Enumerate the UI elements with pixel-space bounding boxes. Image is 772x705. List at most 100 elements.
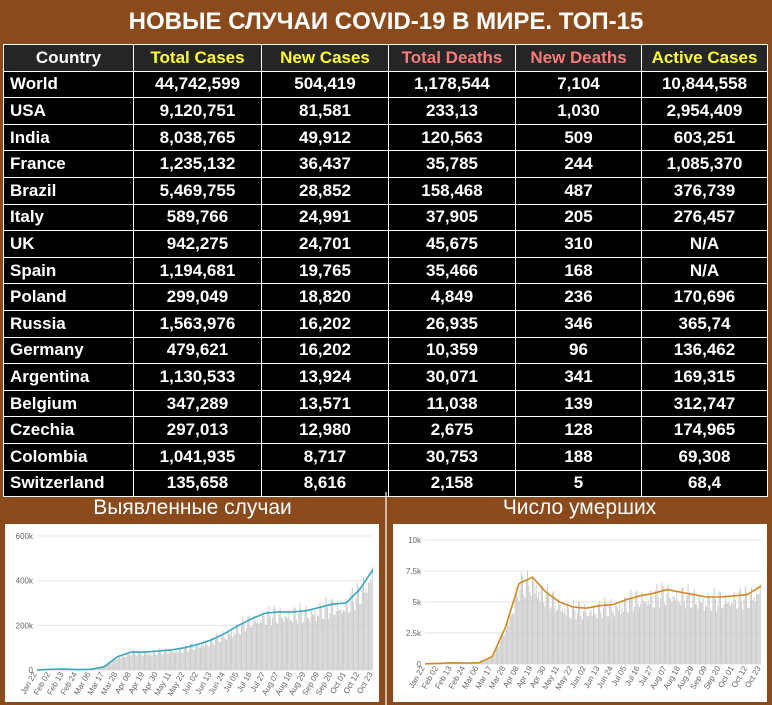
daily-bar [116, 659, 118, 670]
daily-bar [114, 659, 116, 670]
cell-new-cases: 13,924 [261, 363, 389, 391]
cell-active-cases: 68,4 [641, 469, 768, 498]
daily-bar [686, 595, 688, 664]
daily-bar [349, 611, 351, 670]
daily-bar [335, 611, 337, 670]
daily-bar [320, 605, 322, 670]
daily-bar [354, 610, 356, 670]
table-row: Poland 299,049 18,820 4,849 236 170,696 [3, 283, 768, 311]
daily-bar [369, 582, 371, 670]
daily-bar [485, 660, 487, 664]
daily-bar [244, 631, 246, 670]
daily-bar [163, 649, 165, 670]
daily-bar [134, 651, 136, 670]
cell-new-deaths: 168 [515, 256, 642, 285]
daily-bar [556, 609, 558, 664]
daily-bar [117, 657, 119, 670]
daily-bar [181, 652, 183, 670]
daily-bar [479, 662, 481, 664]
daily-bar [620, 614, 622, 664]
daily-bar [193, 650, 195, 670]
daily-bar [570, 618, 572, 664]
daily-bar [274, 608, 276, 670]
daily-bar [726, 603, 728, 664]
cell-active-cases: 169,315 [641, 363, 768, 391]
daily-bar [140, 653, 142, 670]
daily-bar [596, 618, 598, 664]
daily-bar [324, 604, 326, 670]
cell-total-cases: 8,038,765 [133, 123, 262, 152]
table-row: Switzerland 135,658 8,616 2,158 5 68,4 [3, 469, 768, 498]
daily-bar [223, 637, 225, 670]
cell-country: USA [3, 97, 134, 125]
daily-bar [697, 608, 699, 664]
daily-bar [739, 587, 741, 664]
cell-new-deaths: 236 [515, 283, 642, 311]
cell-new-cases: 24,701 [261, 230, 389, 258]
daily-bar [129, 654, 131, 670]
daily-bar [518, 601, 520, 664]
daily-bar [135, 655, 137, 670]
daily-bar [571, 606, 573, 664]
table-row: World 44,742,599 504,419 1,178,544 7,104 10,8… [3, 70, 768, 99]
daily-bar [483, 660, 485, 664]
cell-total-deaths: 11,038 [388, 389, 516, 418]
daily-bar [600, 612, 602, 664]
daily-bar [158, 648, 160, 670]
daily-bar [484, 660, 486, 664]
daily-bar [611, 610, 613, 664]
cell-total-deaths: 4,849 [388, 283, 516, 311]
daily-bar [295, 619, 297, 670]
daily-bar [167, 653, 169, 670]
daily-bar [692, 592, 694, 664]
daily-bar [721, 608, 723, 664]
daily-bar [681, 588, 683, 664]
daily-bar [685, 608, 687, 664]
daily-bar [370, 580, 372, 670]
daily-bar [344, 610, 346, 670]
daily-bar [288, 611, 290, 670]
daily-bar [585, 612, 587, 664]
cell-total-cases: 479,621 [133, 336, 262, 365]
cell-active-cases: 312,747 [641, 389, 768, 418]
daily-bar [597, 603, 599, 664]
daily-bar [365, 588, 367, 670]
daily-bar [168, 652, 170, 670]
daily-bar [360, 603, 362, 670]
cell-country: Germany [3, 336, 134, 365]
daily-bar [748, 607, 750, 664]
cell-total-cases: 1,563,976 [133, 309, 262, 338]
daily-bar [574, 610, 576, 664]
daily-bar [191, 643, 193, 670]
cell-country: Colombia [3, 442, 134, 471]
daily-bar [533, 581, 535, 664]
daily-bar [530, 596, 532, 664]
table-row: Argentina 1,130,533 13,924 30,071 341 169,315 [3, 363, 768, 391]
covid-table: Country Total Cases New Cases Total Deat… [3, 44, 768, 498]
daily-bar [675, 600, 677, 664]
daily-bar [106, 664, 108, 670]
daily-bar [593, 606, 594, 664]
daily-bar [325, 596, 327, 670]
cell-active-cases: 603,251 [641, 123, 768, 152]
cell-active-cases: 376,739 [641, 176, 768, 205]
cell-total-cases: 589,766 [133, 203, 262, 232]
daily-bar [487, 659, 489, 664]
daily-bar [630, 589, 632, 664]
daily-bar [757, 595, 759, 664]
cell-new-cases: 18,820 [261, 283, 389, 311]
daily-bar [749, 594, 751, 664]
daily-bar [743, 599, 745, 664]
daily-bar [121, 655, 123, 670]
daily-bar [625, 598, 627, 664]
daily-bar [615, 604, 617, 664]
daily-bar [729, 605, 731, 664]
daily-bar [120, 658, 122, 670]
daily-bar [756, 593, 757, 664]
daily-bar [607, 616, 609, 664]
daily-bar [279, 607, 281, 670]
daily-bar [503, 636, 505, 664]
daily-bar [546, 583, 548, 664]
daily-bar [576, 613, 578, 664]
page-title: НОВЫЕ СЛУЧАИ COVID-19 В МИРЕ. ТОП-15 [128, 8, 644, 35]
